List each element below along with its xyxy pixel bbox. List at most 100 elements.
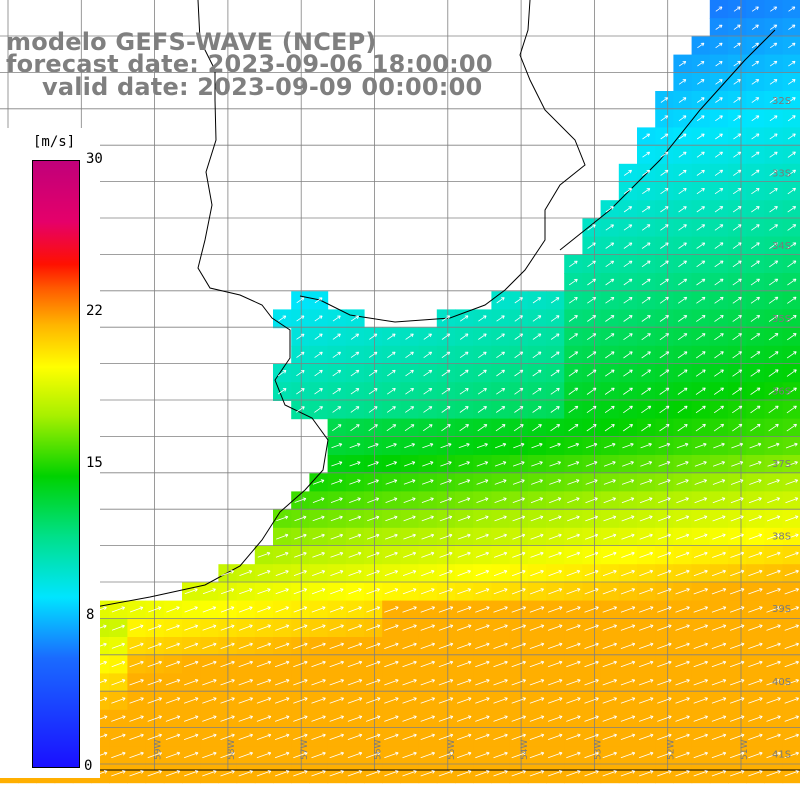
wind-vector: [733, 169, 742, 176]
wind-vector: [657, 533, 672, 540]
wind-vector: [386, 424, 397, 432]
wind-vector: [384, 770, 399, 777]
wind-vector: [532, 315, 542, 322]
wind-cell: [764, 72, 784, 92]
wind-vector: [659, 369, 670, 377]
wind-vector: [329, 660, 345, 668]
wind-cell: [546, 327, 565, 347]
wind-vector: [675, 551, 690, 558]
wind-cell: [746, 236, 765, 256]
wind-vector: [202, 588, 216, 595]
wind-vector: [238, 697, 254, 704]
wind-vector: [640, 461, 653, 467]
wind-vector: [514, 387, 524, 395]
wind-vector: [620, 697, 636, 704]
wind-cell: [764, 273, 784, 292]
wind-cell: [618, 345, 638, 365]
wind-vector: [729, 679, 745, 686]
wind-vector: [733, 24, 741, 30]
wind-cell: [728, 0, 747, 19]
wind-vector: [748, 515, 763, 522]
wind-vector: [367, 461, 379, 467]
wind-vector: [349, 443, 361, 449]
wind-cell: [436, 309, 456, 329]
wind-vector: [275, 624, 290, 631]
wind-vector: [659, 351, 670, 359]
wind-vector: [478, 333, 487, 340]
wind-vector: [365, 770, 381, 777]
wind-vector: [715, 61, 723, 67]
wind-vector: [512, 533, 526, 540]
wind-vector: [478, 351, 487, 359]
wind-vector: [348, 551, 362, 558]
wind-vector: [496, 369, 505, 377]
wind-vector: [438, 770, 454, 777]
wind-vector: [678, 61, 687, 67]
wind-vector: [531, 442, 543, 449]
wind-vector: [638, 770, 654, 777]
wind-vector: [532, 406, 542, 413]
wind-vector: [787, 224, 797, 231]
wind-vector: [695, 369, 706, 377]
wind-cell: [746, 163, 765, 183]
wind-vector: [402, 770, 417, 777]
wind-cell: [746, 309, 765, 329]
wind-vector: [165, 697, 181, 704]
wind-vector: [511, 624, 527, 631]
wind-vector: [769, 115, 778, 122]
wind-vector: [623, 224, 633, 231]
wind-cell: [691, 345, 711, 365]
wind-vector: [657, 551, 672, 558]
wind-vector: [529, 679, 545, 686]
wind-vector: [329, 679, 345, 686]
wind-vector: [733, 42, 741, 49]
wind-vector: [129, 606, 144, 613]
wind-vector: [438, 715, 454, 722]
wind-vector: [602, 715, 618, 722]
wind-vector: [766, 588, 781, 595]
wind-vector: [768, 278, 779, 286]
wind-vector: [420, 733, 436, 740]
wind-vector: [587, 260, 596, 268]
wind-vector: [713, 423, 725, 432]
wind-vector: [642, 133, 651, 140]
wind-vector: [750, 423, 761, 432]
wind-cell: [509, 345, 529, 365]
wind-vector: [584, 770, 599, 777]
wind-vector: [768, 333, 779, 341]
wind-vector: [532, 333, 542, 340]
wind-vector: [784, 606, 800, 613]
wind-vector: [493, 770, 508, 777]
wind-vector: [620, 642, 636, 649]
wind-cell: [509, 418, 529, 438]
wind-vector: [166, 606, 180, 613]
wind-cell: [709, 309, 729, 329]
wind-vector: [202, 751, 217, 759]
wind-vector: [566, 624, 581, 631]
wind-vector: [550, 315, 560, 322]
wind-vector: [458, 443, 470, 449]
wind-cell: [637, 200, 656, 219]
wind-cell: [418, 345, 438, 365]
wind-vector: [714, 242, 724, 249]
wind-vector: [475, 606, 490, 613]
wind-vector: [693, 770, 709, 777]
wind-vector: [421, 515, 434, 522]
wind-cell: [309, 327, 329, 347]
wind-vector: [238, 642, 253, 649]
wind-vector: [332, 406, 342, 413]
wind-cell: [746, 254, 765, 274]
wind-cell: [746, 345, 765, 365]
wind-vector: [368, 388, 378, 395]
wind-vector: [384, 642, 399, 649]
wind-vector: [147, 679, 163, 686]
wind-vector: [329, 624, 344, 631]
wind-vector: [438, 733, 454, 740]
wind-cell: [709, 400, 729, 420]
wind-vector: [274, 751, 290, 759]
wind-cell: [400, 382, 420, 401]
wind-vector: [786, 333, 797, 341]
wind-cell: [746, 382, 765, 401]
wind-cell: [728, 273, 747, 292]
wind-vector: [732, 351, 742, 359]
